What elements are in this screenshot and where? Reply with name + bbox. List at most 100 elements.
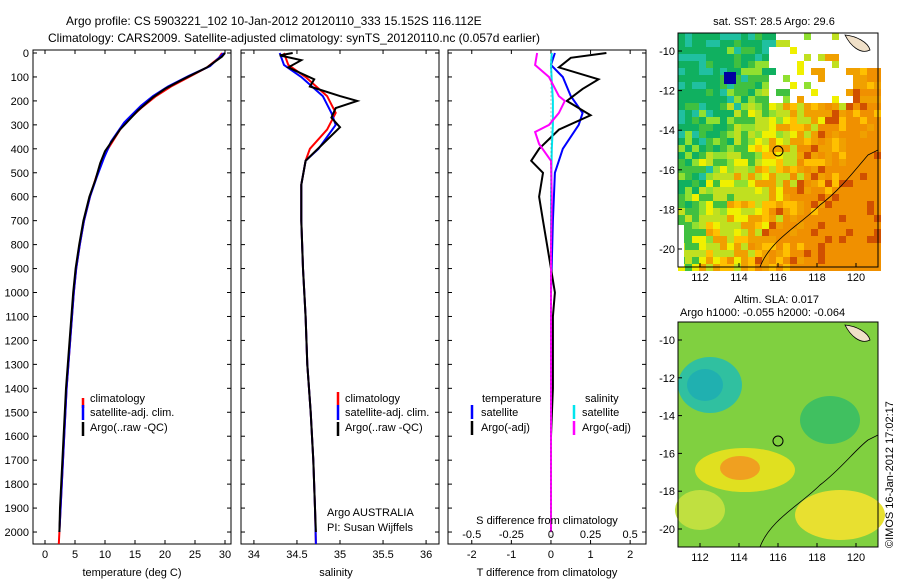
- sst-cell: [839, 131, 846, 138]
- sst-cell: [699, 187, 706, 194]
- sst-cell: [853, 124, 860, 131]
- sst-cell: [839, 61, 846, 68]
- sst-cell: [699, 124, 706, 131]
- sst-cell: [692, 61, 699, 68]
- sst-cell: [839, 250, 846, 257]
- sst-cell: [790, 145, 797, 152]
- sst-cell: [685, 194, 692, 201]
- sst-cell: [846, 222, 853, 229]
- sst-cell: [685, 131, 692, 138]
- sst-cell: [720, 75, 727, 82]
- sst-cell: [853, 229, 860, 236]
- sst-cell: [692, 180, 699, 187]
- sst-cell: [783, 89, 790, 96]
- sst-cell: [846, 61, 853, 68]
- sst-cell: [748, 110, 755, 117]
- sst-cell: [706, 47, 713, 54]
- sst-cell: [762, 117, 769, 124]
- sst-cell: [867, 180, 874, 187]
- sst-cell: [867, 89, 874, 96]
- sst-cell: [839, 96, 846, 103]
- sst-cell: [811, 194, 818, 201]
- sst-cell: [762, 159, 769, 166]
- sst-cell: [706, 166, 713, 173]
- sst-cell: [846, 159, 853, 166]
- sst-cell: [776, 61, 783, 68]
- sst-cell: [811, 131, 818, 138]
- sst-cell: [832, 229, 839, 236]
- sst-cell: [699, 75, 706, 82]
- sst-cell: [811, 89, 818, 96]
- sst-cell: [755, 166, 762, 173]
- sst-cell: [832, 89, 839, 96]
- sst-cell: [699, 82, 706, 89]
- zero-dotted-line: [550, 71, 552, 73]
- sst-cell: [783, 103, 790, 110]
- sst-cell: [825, 82, 832, 89]
- sst-cell: [734, 68, 741, 75]
- zero-dotted-line: [550, 119, 552, 121]
- sst-cell: [818, 152, 825, 159]
- sst-cell: [706, 131, 713, 138]
- sst-cell: [706, 159, 713, 166]
- sst-cell: [818, 68, 825, 75]
- sst-cell: [769, 173, 776, 180]
- sst-cell: [699, 110, 706, 117]
- zero-dotted-line: [550, 515, 552, 517]
- zero-dotted-line: [550, 155, 552, 157]
- zero-dotted-line: [550, 439, 552, 441]
- sst-cell: [790, 187, 797, 194]
- sst-cell: [699, 194, 706, 201]
- sst-cell: [867, 82, 874, 89]
- sst-cell: [699, 152, 706, 159]
- sst-cell: [678, 215, 685, 222]
- lat-tick-label: -14: [659, 411, 675, 423]
- sst-cell: [867, 117, 874, 124]
- sst-cell: [748, 187, 755, 194]
- zero-dotted-line: [550, 459, 552, 461]
- sst-cell: [818, 222, 825, 229]
- zero-dotted-line: [550, 307, 552, 309]
- zero-dotted-line: [550, 251, 552, 253]
- zero-dotted-line: [550, 163, 552, 165]
- depth-tick-label: 1000: [5, 288, 29, 300]
- sst-cell: [846, 250, 853, 257]
- zero-dotted-line: [550, 267, 552, 269]
- lon-tick-label: 116: [769, 272, 787, 284]
- sst-cell: [853, 257, 860, 264]
- sla-mid-anomaly: [675, 490, 725, 530]
- sst-cell: [720, 222, 727, 229]
- sst-cell: [832, 117, 839, 124]
- sst-cell: [783, 250, 790, 257]
- sst-cell: [685, 33, 692, 40]
- sst-cell: [762, 61, 769, 68]
- sst-cell: [769, 208, 776, 215]
- sst-cell: [797, 250, 804, 257]
- sst-cell: [783, 82, 790, 89]
- sst-cell: [790, 215, 797, 222]
- lat-tick-label: -18: [659, 204, 675, 216]
- sst-cell: [811, 208, 818, 215]
- zero-dotted-line: [550, 491, 552, 493]
- sst-cell: [867, 229, 874, 236]
- sst-cell: [797, 110, 804, 117]
- zero-dotted-line: [550, 263, 552, 265]
- sst-cell: [811, 250, 818, 257]
- sst-cell: [762, 131, 769, 138]
- zero-dotted-line: [550, 507, 552, 509]
- sst-cell: [692, 54, 699, 61]
- sst-cell: [699, 145, 706, 152]
- sst-cell: [720, 152, 727, 159]
- sst-cell: [755, 138, 762, 145]
- depth-tick-label: 0: [23, 48, 29, 60]
- sst-cell: [790, 250, 797, 257]
- sst-cell: [818, 180, 825, 187]
- sst-cell: [811, 117, 818, 124]
- zero-dotted-line: [550, 283, 552, 285]
- sst-cell: [860, 138, 867, 145]
- sst-cell: [776, 180, 783, 187]
- zero-dotted-line: [550, 171, 552, 173]
- s-diff-tick-label: 0: [548, 529, 554, 541]
- sst-cell: [685, 138, 692, 145]
- sst-cell: [790, 222, 797, 229]
